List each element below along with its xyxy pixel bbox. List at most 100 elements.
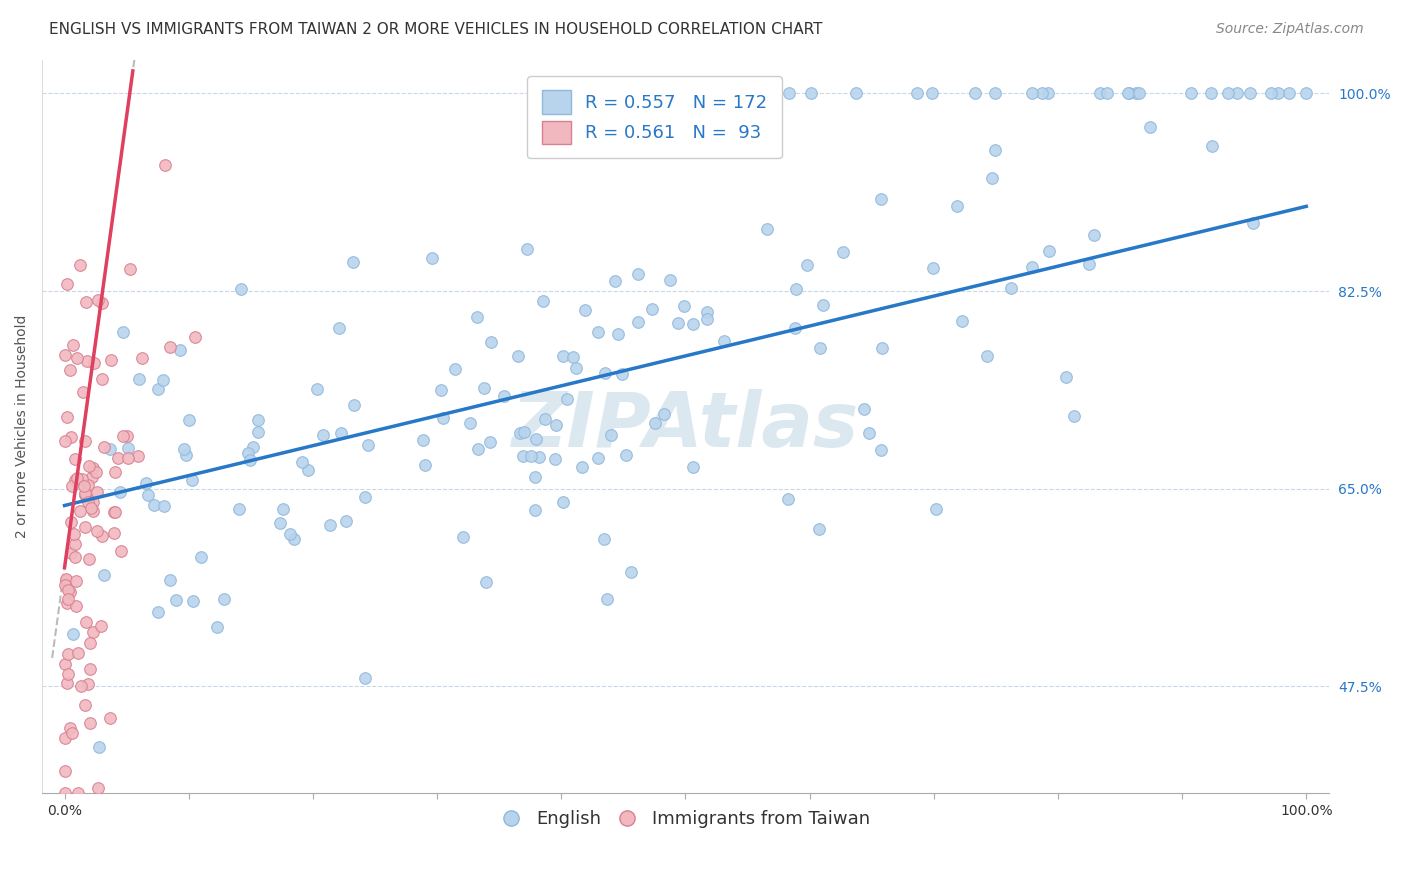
Point: [231, 282, 253, 296]
Point: [73, 520, 96, 534]
Point: [53, 657, 76, 671]
Point: [53, 764, 76, 779]
Point: [869, 193, 891, 207]
Point: [65, 536, 87, 550]
Point: [571, 459, 593, 474]
Point: [546, 418, 568, 433]
Point: [727, 87, 749, 101]
Point: [357, 438, 380, 452]
Point: [69, 259, 91, 273]
Point: [808, 342, 831, 356]
Point: [627, 268, 650, 282]
Point: [718, 133, 741, 147]
Point: [696, 311, 718, 326]
Point: [56, 596, 79, 610]
Point: [984, 143, 1007, 157]
Point: [709, 87, 731, 101]
Point: [62, 626, 84, 640]
Point: [104, 465, 127, 479]
Point: [451, 530, 474, 544]
Point: [524, 503, 547, 517]
Point: [73, 486, 96, 500]
Point: [845, 87, 868, 101]
Point: [481, 335, 503, 350]
Point: [420, 251, 443, 265]
Point: [110, 544, 132, 558]
Point: [1031, 87, 1053, 101]
Point: [60, 726, 83, 740]
Point: [1239, 87, 1261, 101]
Point: [107, 451, 129, 466]
Point: [75, 294, 97, 309]
Point: [73, 698, 96, 713]
Point: [180, 473, 202, 487]
Point: [682, 460, 704, 475]
Point: [56, 277, 79, 291]
Point: [90, 296, 112, 310]
Point: [354, 490, 377, 504]
Point: [652, 407, 675, 421]
Point: [593, 532, 616, 546]
Point: [100, 352, 122, 367]
Point: [785, 282, 807, 296]
Point: [620, 565, 643, 579]
Point: [1088, 87, 1111, 101]
Point: [1295, 87, 1317, 101]
Point: [1021, 87, 1043, 101]
Point: [77, 478, 100, 492]
Point: [1083, 228, 1105, 243]
Point: [534, 412, 557, 426]
Point: [1139, 120, 1161, 134]
Point: [77, 495, 100, 509]
Point: [59, 362, 82, 376]
Point: [644, 417, 666, 431]
Point: [152, 373, 174, 387]
Point: [79, 552, 101, 566]
Point: [176, 448, 198, 462]
Point: [553, 350, 575, 364]
Point: [641, 302, 664, 317]
Point: [695, 87, 717, 101]
Point: [813, 298, 835, 312]
Point: [682, 317, 704, 331]
Text: ZIPAtlas: ZIPAtlas: [512, 390, 859, 464]
Point: [666, 316, 689, 330]
Point: [588, 450, 610, 465]
Point: [153, 157, 176, 171]
Point: [475, 575, 498, 590]
Y-axis label: 2 or more Vehicles in Household: 2 or more Vehicles in Household: [15, 315, 30, 538]
Point: [1267, 87, 1289, 101]
Point: [672, 299, 695, 313]
Point: [512, 449, 534, 463]
Point: [58, 591, 80, 606]
Point: [565, 360, 588, 375]
Point: [75, 615, 97, 630]
Point: [600, 428, 623, 442]
Point: [831, 244, 853, 259]
Point: [1118, 87, 1140, 101]
Point: [70, 679, 93, 693]
Point: [103, 526, 125, 541]
Point: [90, 619, 112, 633]
Point: [852, 402, 875, 417]
Point: [627, 314, 650, 328]
Point: [84, 465, 107, 479]
Point: [228, 502, 250, 516]
Point: [1095, 87, 1118, 101]
Point: [142, 498, 165, 512]
Point: [778, 492, 800, 507]
Point: [1000, 280, 1022, 294]
Point: [1128, 87, 1150, 101]
Point: [921, 87, 943, 101]
Point: [67, 786, 90, 800]
Point: [159, 340, 181, 354]
Text: Source: ZipAtlas.com: Source: ZipAtlas.com: [1216, 22, 1364, 37]
Point: [574, 302, 596, 317]
Point: [312, 428, 335, 442]
Point: [870, 341, 893, 355]
Point: [79, 636, 101, 650]
Point: [458, 416, 481, 430]
Point: [56, 582, 79, 597]
Point: [509, 426, 531, 441]
Point: [91, 372, 114, 386]
